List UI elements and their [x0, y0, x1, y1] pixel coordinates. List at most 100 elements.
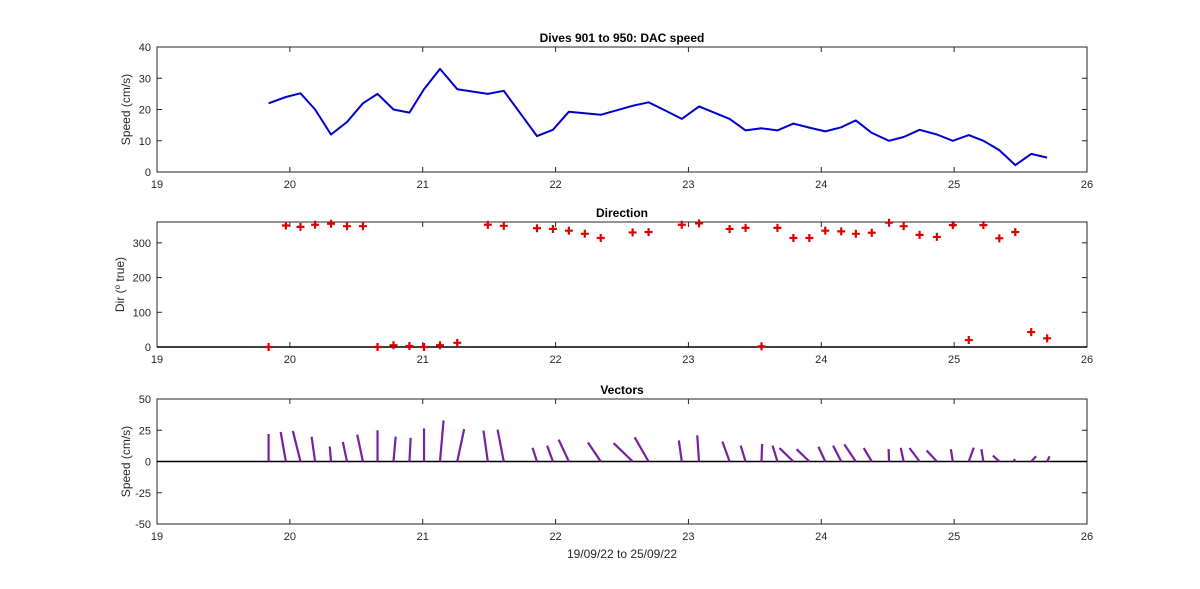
speed-panel: 19 20 21 22 23 24 25 26 0 10 20 30 40 Dives 901 to 95…	[119, 31, 1093, 191]
x-tick-label: 20	[284, 179, 296, 191]
direction-marker	[915, 230, 924, 239]
vector-stick	[992, 454, 1001, 463]
direction-marker	[1011, 228, 1020, 237]
x-tick-label: 21	[417, 354, 429, 366]
vector-stick	[341, 441, 349, 462]
direction-marker	[580, 229, 589, 238]
chart-title: Vectors	[600, 383, 644, 397]
y-tick-label: 200	[133, 273, 151, 285]
direction-marker	[389, 341, 398, 350]
direction-marker	[837, 227, 846, 236]
vectors-panel: 19 20 21 22 23 24 25 26 -50 -25 0 25 50 Vectors Speed …	[119, 383, 1093, 561]
vector-stick	[739, 445, 747, 462]
x-tick-label: 19	[151, 531, 163, 543]
speed-line	[268, 67, 1048, 167]
vector-stick	[795, 448, 811, 463]
direction-marker	[435, 341, 444, 350]
x-tick-label: 26	[1081, 531, 1093, 543]
x-tick-label: 23	[682, 354, 694, 366]
x-tick-label: 26	[1081, 179, 1093, 191]
direction-marker	[1043, 334, 1052, 343]
x-axis-label: 19/09/22 to 25/09/22	[567, 547, 677, 561]
y-axis-label: Speed (cm/s)	[119, 426, 133, 497]
x-tick-label: 24	[815, 354, 827, 366]
vector-stick	[967, 447, 975, 462]
y-tick-label: 0	[145, 167, 151, 179]
x-tick-label: 19	[151, 354, 163, 366]
direction-marker	[281, 221, 290, 230]
direction-marker	[327, 219, 336, 228]
direction-marker	[499, 221, 508, 230]
x-tick-label: 25	[948, 354, 960, 366]
direction-marker	[342, 222, 351, 231]
direction-marker	[948, 221, 957, 230]
direction-marker	[964, 336, 973, 345]
vector-stick	[677, 440, 683, 462]
x-tick-label: 26	[1081, 354, 1093, 366]
direction-marker	[564, 226, 573, 235]
chart-title: Dives 901 to 950: DAC speed	[540, 31, 705, 45]
x-tick-label: 20	[284, 531, 296, 543]
y-tick-label: 25	[139, 425, 151, 437]
vector-stick	[843, 443, 857, 463]
vector-stick	[438, 420, 445, 462]
vector-stick	[408, 437, 412, 462]
vector-stick	[279, 431, 287, 462]
y-tick-label: 30	[139, 73, 151, 85]
direction-marker	[532, 224, 541, 233]
vector-stick	[908, 447, 921, 463]
vector-stick	[1046, 455, 1051, 462]
y-tick-label: 0	[145, 342, 151, 354]
y-tick-label: 10	[139, 136, 151, 148]
direction-marker	[789, 233, 798, 242]
vector-stick	[925, 449, 938, 463]
x-tick-label: 25	[948, 179, 960, 191]
x-tick-label: 22	[549, 179, 561, 191]
chart-title: Direction	[596, 206, 648, 220]
vector-stick	[531, 447, 539, 462]
direction-marker	[741, 223, 750, 232]
vector-stick	[1012, 458, 1017, 463]
direction-marker	[405, 341, 414, 350]
y-axis-label: Dir (o true)	[113, 257, 128, 312]
x-tick-label: 23	[682, 179, 694, 191]
vector-stick	[721, 441, 731, 462]
x-tick-label: 21	[417, 531, 429, 543]
plot-area	[156, 221, 1088, 348]
vector-stick	[832, 445, 843, 462]
vector-stick	[310, 436, 317, 462]
vector-stick	[328, 446, 333, 462]
vector-stick	[587, 441, 602, 463]
direction-marker	[453, 338, 462, 347]
vector-stick	[817, 446, 827, 462]
y-tick-label: 40	[139, 42, 151, 54]
vector-stick	[899, 447, 905, 462]
x-tick-label: 21	[417, 179, 429, 191]
direction-marker	[1027, 328, 1036, 337]
direction-marker	[821, 226, 830, 235]
vector-stick	[456, 428, 466, 462]
vector-stick	[980, 448, 985, 462]
direction-marker	[677, 220, 686, 229]
direction-panel: 19 20 21 22 23 24 25 26 0 100 200 300 Direction Dir (…	[113, 206, 1094, 366]
vector-stick	[633, 436, 650, 463]
x-tick-label: 24	[815, 179, 827, 191]
vector-stick	[949, 448, 954, 462]
y-tick-label: 20	[139, 105, 151, 117]
direction-marker	[358, 222, 367, 231]
direction-marker	[773, 223, 782, 232]
vector-stick	[546, 445, 554, 462]
vector-stick	[862, 447, 873, 463]
vector-stick	[612, 442, 634, 463]
vector-stick	[1030, 455, 1037, 463]
x-tick-label: 24	[815, 531, 827, 543]
direction-marker	[644, 228, 653, 237]
direction-marker	[311, 220, 320, 229]
direction-marker	[725, 224, 734, 233]
vector-stick	[778, 447, 795, 463]
vector-stick	[771, 445, 779, 462]
direction-marker	[296, 222, 305, 231]
y-axis-label: Speed (cm/s)	[119, 74, 133, 145]
direction-marker	[548, 224, 557, 233]
